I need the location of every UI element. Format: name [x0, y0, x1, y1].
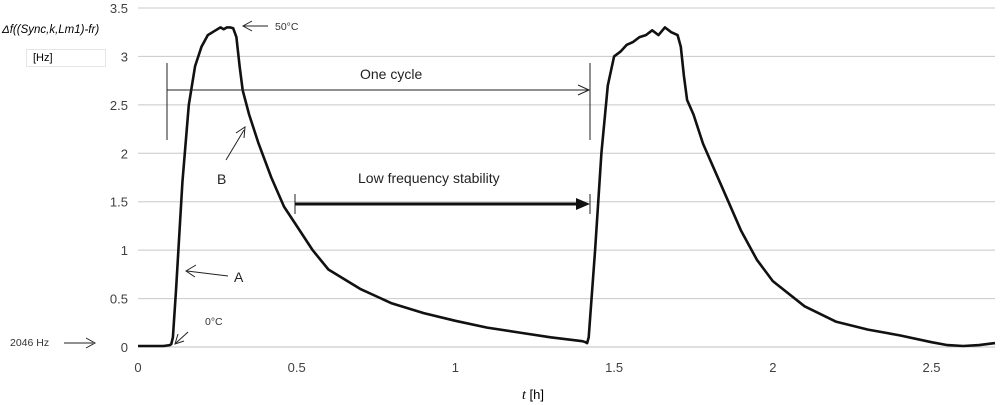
- temp-low-arrow: [175, 331, 189, 344]
- a-arrow-head: [185, 264, 197, 278]
- low-freq-label: Low frequency stability: [358, 170, 500, 186]
- cycle-arrow-head: [577, 84, 591, 96]
- x-tick-label: 0.5: [288, 360, 306, 375]
- temp-high-label: 50°C: [275, 21, 299, 33]
- baseline-arrow-head: [85, 337, 97, 349]
- x-tick-label: 1.5: [605, 360, 623, 375]
- y-tick-label: 1: [121, 243, 128, 258]
- series-line: [138, 26, 996, 348]
- y-axis-unit: [Hz]: [26, 49, 106, 67]
- one-cycle-label: One cycle: [360, 66, 422, 82]
- x-tick-label: 1: [452, 360, 459, 375]
- b-arrow-head: [235, 126, 246, 139]
- y-tick-label: 0: [121, 340, 128, 355]
- label-b: B: [217, 171, 226, 187]
- y-tick-label: 2.5: [110, 98, 128, 113]
- x-tick-label: 0: [134, 360, 141, 375]
- b-arrow: [225, 129, 245, 161]
- low-freq-arrow-head: [576, 198, 590, 210]
- x-tick-label: 2.5: [922, 360, 940, 375]
- x-axis-label: t [h]: [522, 387, 544, 404]
- y-tick-label: 3: [121, 49, 128, 64]
- a-arrow: [186, 270, 229, 277]
- x-tick-labels: 0 0.5 1 1.5 2 2.5: [134, 360, 940, 375]
- gridlines: [138, 7, 995, 300]
- y-tick-label: 1.5: [110, 195, 128, 210]
- x-tick-label: 2: [769, 360, 776, 375]
- y-tick-label: 0.5: [110, 292, 128, 307]
- x-axis-var: t: [522, 388, 526, 403]
- y-axis-label: Δf((Sync,k,Lm1)-fr): [2, 24, 100, 36]
- x-axis-unit: [h]: [529, 387, 544, 402]
- temp-high-arrow-head: [241, 20, 253, 32]
- y-tick-labels: 0 0.5 1 1.5 2 2.5 3 3.5: [110, 1, 128, 355]
- y-tick-label: 2: [121, 146, 128, 161]
- baseline-label: 2046 Hz: [10, 337, 49, 349]
- temp-low-label: 0°C: [205, 316, 223, 328]
- label-a: A: [234, 269, 244, 285]
- y-tick-label: 3.5: [110, 1, 128, 16]
- temp-low-arrow-head: [174, 333, 185, 345]
